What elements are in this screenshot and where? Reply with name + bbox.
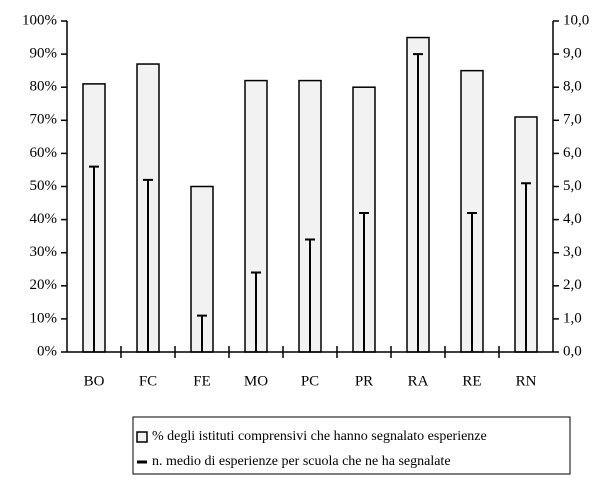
x-tick-label: MO (244, 373, 268, 389)
drop-line-marker (251, 271, 261, 352)
y2-tick-label: 5,0 (563, 178, 582, 194)
y2-tick-label: 1,0 (563, 310, 582, 326)
x-tick-label: BO (84, 373, 105, 389)
y2-tick-label: 2,0 (563, 277, 582, 293)
drop-line-marker (359, 211, 369, 352)
y-tick-label: 100% (22, 12, 57, 28)
y-tick-label: 50% (30, 178, 58, 194)
y-tick-label: 30% (30, 244, 58, 260)
y-tick-label: 70% (30, 112, 58, 128)
y2-tick-label: 10,0 (563, 12, 589, 28)
x-tick-label: PR (355, 373, 373, 389)
y-tick-label: 10% (30, 310, 58, 326)
drop-line-marker (413, 53, 423, 352)
drop-line-marker (89, 165, 99, 352)
y2-tick-label: 7,0 (563, 112, 582, 128)
y2-tick-label: 6,0 (563, 145, 582, 161)
y2-tick-label: 3,0 (563, 244, 582, 260)
y2-tick-label: 4,0 (563, 211, 582, 227)
y2-tick-label: 8,0 (563, 79, 582, 95)
y2-tick-label: 0,0 (563, 343, 582, 359)
y-tick-label: 0% (37, 343, 57, 359)
x-tick-label: RN (516, 373, 537, 389)
x-tick-label: FC (139, 373, 157, 389)
y-tick-label: 20% (30, 277, 58, 293)
legend-label: % degli istituti comprensivi che hanno s… (152, 429, 487, 444)
x-tick-label: RE (462, 373, 481, 389)
x-tick-label: RA (408, 373, 429, 389)
drop-line-marker (143, 178, 153, 352)
legend-swatch (136, 431, 148, 443)
drop-line-marker (521, 182, 531, 352)
legend-label: n. medio di esperienze per scuola che ne… (152, 454, 451, 469)
y2-tick-label: 9,0 (563, 46, 582, 62)
x-tick-label: FE (193, 373, 211, 389)
y-tick-label: 60% (30, 145, 58, 161)
drop-line-marker (197, 314, 207, 352)
legend-box (132, 416, 571, 475)
x-tick-label: PC (301, 373, 319, 389)
y-tick-label: 80% (30, 79, 58, 95)
y-tick-label: 90% (30, 46, 58, 62)
drop-line-marker (467, 211, 477, 352)
drop-line-marker (305, 238, 315, 352)
y-tick-label: 40% (30, 211, 58, 227)
